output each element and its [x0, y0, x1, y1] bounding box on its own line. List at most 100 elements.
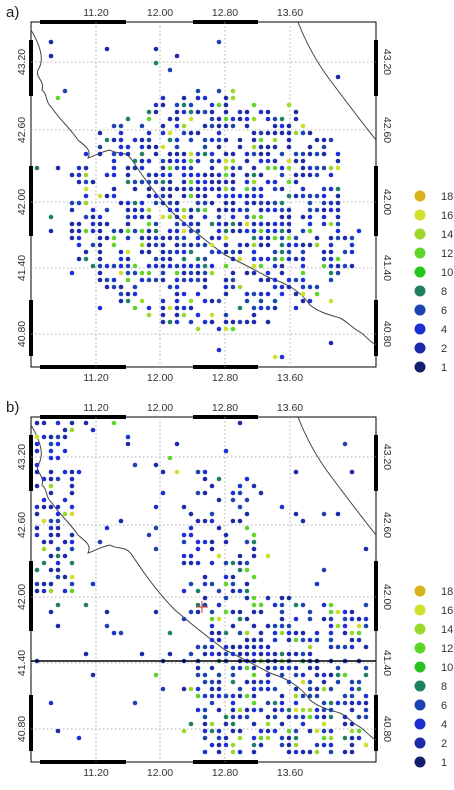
station-dot [293, 602, 299, 608]
station-dot [181, 193, 187, 199]
legend-label: 4 [441, 719, 447, 731]
station-dot [300, 651, 306, 657]
station-dot [342, 735, 348, 741]
station-dot [356, 616, 362, 622]
station-dot [328, 616, 334, 622]
station-dot [55, 553, 61, 559]
station-dot [293, 151, 299, 157]
station-dot [244, 158, 250, 164]
station-dot [342, 441, 348, 447]
station-dot [97, 305, 103, 311]
station-dot [321, 137, 327, 143]
station-dot [209, 679, 215, 685]
station-dot [279, 602, 285, 608]
station-dot [349, 707, 355, 713]
station-dot [76, 221, 82, 227]
station-dot [349, 693, 355, 699]
station-dot [209, 172, 215, 178]
station-dot [83, 228, 89, 234]
station-dot [69, 476, 75, 482]
station-dot [335, 165, 341, 171]
station-dot [188, 277, 194, 283]
lat-tick-label-right: 42.60 [381, 117, 393, 143]
station-dot [293, 277, 299, 283]
station-dot [300, 284, 306, 290]
station-dot [335, 235, 341, 241]
station-dot [181, 130, 187, 136]
station-dot [335, 221, 341, 227]
legend-label: 8 [441, 681, 447, 693]
station-dot [279, 735, 285, 741]
station-dot [195, 546, 201, 552]
station-dot [230, 256, 236, 262]
station-dot [237, 109, 243, 115]
station-dot [237, 483, 243, 489]
station-dot [111, 242, 117, 248]
station-dot [251, 172, 257, 178]
station-dot [230, 165, 236, 171]
station-dot [48, 434, 54, 440]
station-dot [244, 228, 250, 234]
station-dot [286, 637, 292, 643]
station-dot [258, 263, 264, 269]
station-dot [132, 179, 138, 185]
station-dot [188, 228, 194, 234]
station-dot [286, 284, 292, 290]
station-dot [314, 581, 320, 587]
station-dot [202, 651, 208, 657]
station-dot [76, 165, 82, 171]
station-dot [286, 735, 292, 741]
station-dot [230, 679, 236, 685]
station-dot [69, 221, 75, 227]
station-dot [244, 242, 250, 248]
station-dot [69, 483, 75, 489]
station-dot [160, 193, 166, 199]
station-dot [146, 207, 152, 213]
station-dot [195, 109, 201, 115]
station-dot [153, 179, 159, 185]
station-dot [118, 228, 124, 234]
station-dot [216, 637, 222, 643]
station-dot [272, 284, 278, 290]
station-dot [293, 707, 299, 713]
station-dot [223, 172, 229, 178]
station-dot [293, 116, 299, 122]
station-dot [251, 228, 257, 234]
station-dot [321, 511, 327, 517]
station-dot [153, 151, 159, 157]
station-dot [272, 235, 278, 241]
station-dot [258, 242, 264, 248]
station-dot [230, 221, 236, 227]
lat-tick-label-right: 42.00 [381, 189, 393, 215]
station-dot [195, 130, 201, 136]
station-dot [265, 721, 271, 727]
station-dot [251, 665, 257, 671]
station-dot [195, 270, 201, 276]
station-dot [293, 179, 299, 185]
station-dot [265, 179, 271, 185]
station-dot [230, 319, 236, 325]
station-dot [160, 319, 166, 325]
station-dot [48, 518, 54, 524]
station-dot [174, 305, 180, 311]
station-dot [279, 595, 285, 601]
station-dot [321, 256, 327, 262]
station-dot [356, 686, 362, 692]
station-dot [251, 679, 257, 685]
station-dot [286, 235, 292, 241]
station-dot [286, 679, 292, 685]
station-dot [328, 249, 334, 255]
station-dot [244, 665, 250, 671]
station-dot [293, 735, 299, 741]
station-dot [328, 700, 334, 706]
station-dot [328, 200, 334, 206]
station-dot [279, 116, 285, 122]
station-dot [244, 270, 250, 276]
station-dot [342, 623, 348, 629]
station-dot [188, 207, 194, 213]
station-dot [307, 242, 313, 248]
station-dot [286, 179, 292, 185]
station-dot [342, 249, 348, 255]
station-dot [286, 123, 292, 129]
station-dot [251, 270, 257, 276]
